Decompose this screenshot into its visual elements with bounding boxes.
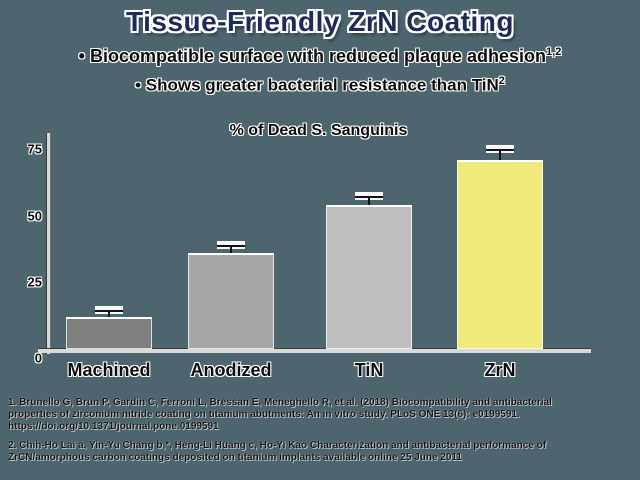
error-bar-stem: [499, 148, 501, 160]
bullet-list: • Biocompatible surface with reduced pla…: [0, 46, 640, 104]
y-tick-label-50: 50: [27, 208, 42, 224]
category-label-zrn: ZrN: [484, 360, 516, 380]
error-bar-cap: [95, 306, 123, 311]
bar-tin: [326, 204, 412, 349]
y-tick-label-75: 75: [27, 141, 42, 157]
bar-anodized: [188, 252, 274, 349]
error-bar-cap: [486, 144, 514, 149]
error-bar-stem: [230, 244, 232, 253]
y-axis-line: [47, 133, 50, 354]
slide-title: Tissue-Friendly ZrN Coating: [126, 6, 514, 37]
bullet-item-2: • Shows greater bacterial resistance tha…: [135, 75, 505, 95]
bar-machined: [66, 316, 152, 349]
error-bar-stem: [108, 310, 110, 317]
y-tick-label-0: 0: [34, 350, 42, 366]
bullet-item-1: • Biocompatible surface with reduced pla…: [78, 46, 562, 66]
bar-zrn: [457, 159, 543, 349]
footnote-line: https://doi.org/10.1371/journal.pone.019…: [8, 421, 219, 432]
footnote-line: properties of zirconium nitride coating …: [8, 409, 520, 420]
category-label-machined: Machined: [67, 360, 151, 380]
x-axis-line: [38, 349, 591, 353]
footnote-2: 2. Chih-Ho Lai a, Yin-Yu Chang b,*, Heng…: [8, 440, 634, 464]
bar-chart: % of Dead S. Sanguinis 0 25 50 75 Machined A…: [0, 118, 640, 388]
error-bar-cap: [217, 240, 245, 245]
footnote-line: 2. Chih-Ho Lai a, Yin-Yu Chang b,*, Heng…: [8, 440, 547, 451]
y-tick-label-25: 25: [27, 274, 42, 290]
footnote-line: 1. Brunello G, Brun P, Gardin C, Ferroni…: [8, 397, 552, 408]
chart-title: % of Dead S. Sanguinis: [229, 122, 408, 139]
footnote-1: 1. Brunello G, Brun P, Gardin C, Ferroni…: [8, 397, 634, 433]
error-bar-cap: [355, 191, 383, 196]
category-label-anodized: Anodized: [190, 360, 272, 380]
footnotes: 1. Brunello G, Brun P, Gardin C, Ferroni…: [8, 397, 634, 471]
error-bar-stem: [368, 195, 370, 205]
footnote-line: ZrCN/amorphous carbon coatings deposited…: [8, 452, 462, 463]
category-label-tin: TiN: [354, 360, 384, 380]
